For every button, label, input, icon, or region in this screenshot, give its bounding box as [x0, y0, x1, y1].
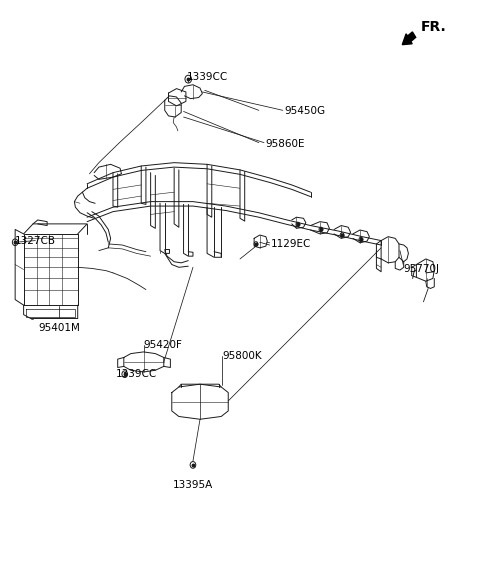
Text: 95450G: 95450G	[285, 106, 326, 116]
Text: 1339CC: 1339CC	[116, 369, 157, 379]
Text: 95770J: 95770J	[404, 264, 440, 274]
Text: FR.: FR.	[421, 20, 447, 34]
FancyArrow shape	[402, 32, 416, 45]
Text: 1339CC: 1339CC	[186, 73, 228, 82]
Text: 1129EC: 1129EC	[271, 240, 311, 249]
Text: 95860E: 95860E	[266, 139, 305, 149]
Text: 95401M: 95401M	[38, 323, 80, 333]
Text: 1327CB: 1327CB	[15, 236, 56, 245]
Text: 95800K: 95800K	[222, 352, 262, 361]
Text: 95420F: 95420F	[144, 340, 182, 350]
Text: 13395A: 13395A	[173, 480, 213, 490]
